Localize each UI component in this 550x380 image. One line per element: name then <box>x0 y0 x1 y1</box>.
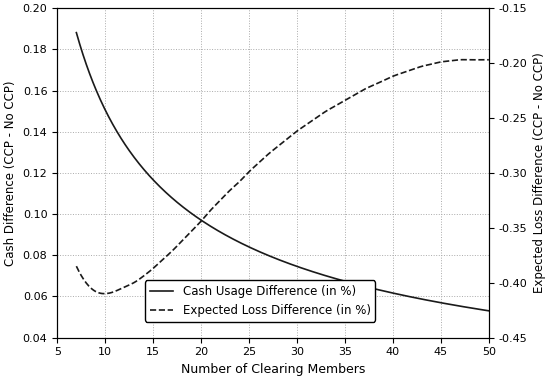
Expected Loss Difference (in %) <box>412 66 419 71</box>
Line: Cash Usage Difference (in %): Cash Usage Difference (in %) <box>76 33 489 311</box>
Cash Usage Difference (in %) <box>73 30 80 35</box>
Expected Loss Difference (in %) <box>486 57 492 62</box>
Expected Loss Difference (in %) <box>320 111 326 116</box>
Expected Loss Difference (in %) <box>272 146 279 150</box>
Expected Loss Difference (in %) <box>73 264 80 268</box>
Y-axis label: Cash Difference (CCP - No CCP): Cash Difference (CCP - No CCP) <box>4 80 17 266</box>
Cash Usage Difference (in %) <box>269 255 276 260</box>
Expected Loss Difference (in %) <box>477 57 484 62</box>
Expected Loss Difference (in %) <box>461 57 468 62</box>
Cash Usage Difference (in %) <box>476 307 482 312</box>
Cash Usage Difference (in %) <box>296 265 303 269</box>
Y-axis label: Expected Loss Difference (CCP - No CCP): Expected Loss Difference (CCP - No CCP) <box>533 52 546 293</box>
X-axis label: Number of Clearing Members: Number of Clearing Members <box>181 363 365 376</box>
Legend: Cash Usage Difference (in %), Expected Loss Difference (in %): Cash Usage Difference (in %), Expected L… <box>145 280 375 322</box>
Cash Usage Difference (in %) <box>272 256 278 260</box>
Expected Loss Difference (in %) <box>101 291 108 296</box>
Cash Usage Difference (in %) <box>318 272 325 277</box>
Expected Loss Difference (in %) <box>297 127 304 131</box>
Expected Loss Difference (in %) <box>270 148 277 152</box>
Line: Expected Loss Difference (in %): Expected Loss Difference (in %) <box>76 60 489 294</box>
Cash Usage Difference (in %) <box>486 309 492 313</box>
Cash Usage Difference (in %) <box>411 295 417 300</box>
